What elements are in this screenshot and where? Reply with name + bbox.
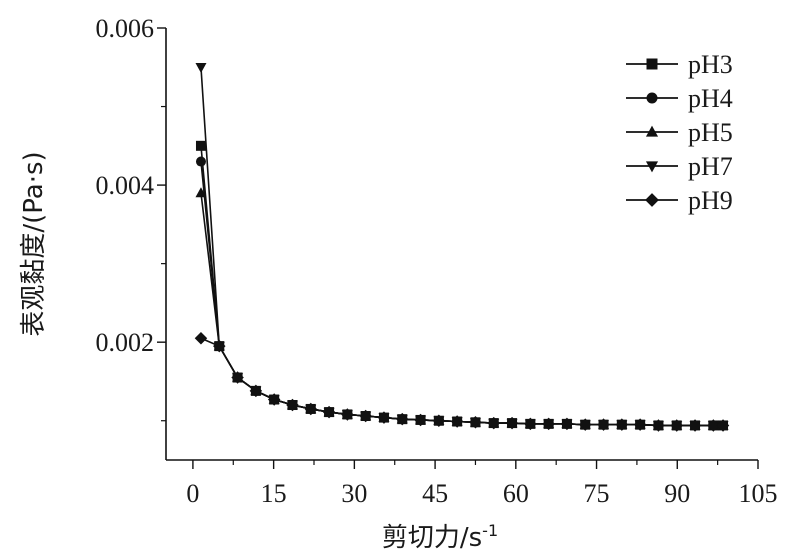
x-tick-label: 60 — [503, 479, 529, 508]
data-point-pH4 — [195, 156, 206, 167]
data-point-pH9 — [414, 413, 427, 427]
data-point-pH9 — [652, 419, 665, 432]
data-point-pH9 — [688, 419, 702, 432]
data-point-pH9 — [505, 416, 519, 430]
legend-item-pH9: pH9 — [626, 186, 733, 215]
x-tick-label: 30 — [341, 479, 367, 508]
legend-item-pH3: pH3 — [626, 50, 733, 79]
data-point-pH9 — [341, 408, 354, 421]
legend-label: pH3 — [688, 50, 733, 79]
legend-item-pH7: pH7 — [626, 152, 733, 181]
legend-marker-pH7 — [645, 161, 659, 173]
data-point-pH9 — [359, 409, 372, 423]
legend-label: pH9 — [688, 186, 733, 215]
data-point-pH9 — [487, 416, 501, 430]
legend-marker-pH9 — [645, 193, 659, 207]
legend-label: pH5 — [688, 118, 733, 147]
legend-label: pH4 — [688, 84, 733, 113]
legend-marker-pH5 — [645, 125, 659, 137]
legend-label: pH7 — [688, 152, 733, 181]
data-point-pH9 — [560, 417, 574, 431]
x-tick-label: 75 — [584, 479, 610, 508]
data-point-pH9 — [377, 411, 391, 424]
y-tick-label: 0.002 — [96, 328, 155, 357]
data-point-pH9 — [615, 418, 629, 431]
legend-item-pH4: pH4 — [626, 84, 733, 113]
x-tick-label: 90 — [664, 479, 690, 508]
data-point-pH9 — [286, 398, 299, 412]
data-point-pH9 — [194, 332, 208, 345]
y-tick-label: 0.004 — [96, 171, 155, 200]
legend-box — [606, 40, 786, 254]
data-point-pH9 — [432, 414, 446, 427]
data-point-pH9 — [578, 418, 592, 431]
data-point-pH9 — [450, 415, 464, 428]
data-point-pH5 — [195, 187, 207, 198]
legend-marker-pH4 — [646, 92, 658, 104]
data-point-pH9 — [249, 384, 263, 398]
x-axis-title: 剪切力/s-1 — [382, 521, 498, 553]
data-point-pH9 — [469, 416, 482, 429]
data-point-pH9 — [267, 393, 281, 406]
data-point-pH9 — [633, 418, 647, 431]
data-point-pH9 — [304, 402, 318, 416]
series-layer — [194, 63, 730, 432]
legend: pH3 pH4 pH5 pH7 pH9 — [606, 40, 786, 254]
data-point-pH9 — [597, 418, 610, 431]
data-point-pH9 — [524, 417, 537, 431]
legend-marker-pH3 — [646, 58, 658, 70]
data-point-pH9 — [322, 405, 336, 419]
data-point-pH3 — [195, 140, 206, 151]
x-tick-label: 15 — [261, 479, 287, 508]
data-point-pH9 — [707, 419, 720, 432]
x-tick-label: 105 — [739, 479, 778, 508]
data-point-pH9 — [213, 339, 226, 353]
x-tick-label: 45 — [422, 479, 448, 508]
series-pH9 — [194, 332, 730, 432]
data-point-pH9 — [716, 419, 730, 432]
y-tick-label: 0.006 — [96, 14, 155, 43]
legend-item-pH5: pH5 — [626, 118, 733, 147]
y-axis-title: 表观黏度/(Pa·s) — [19, 151, 49, 336]
x-tick-label: 0 — [186, 479, 199, 508]
data-point-pH9 — [231, 371, 244, 384]
data-point-pH9 — [670, 419, 683, 432]
data-point-pH9 — [542, 417, 555, 431]
ticks-layer: 0 15 30 45 60 75 90 105 0.002 0.004 0.006 — [96, 14, 778, 508]
data-point-pH9 — [396, 412, 409, 426]
data-point-pH7 — [195, 63, 207, 74]
